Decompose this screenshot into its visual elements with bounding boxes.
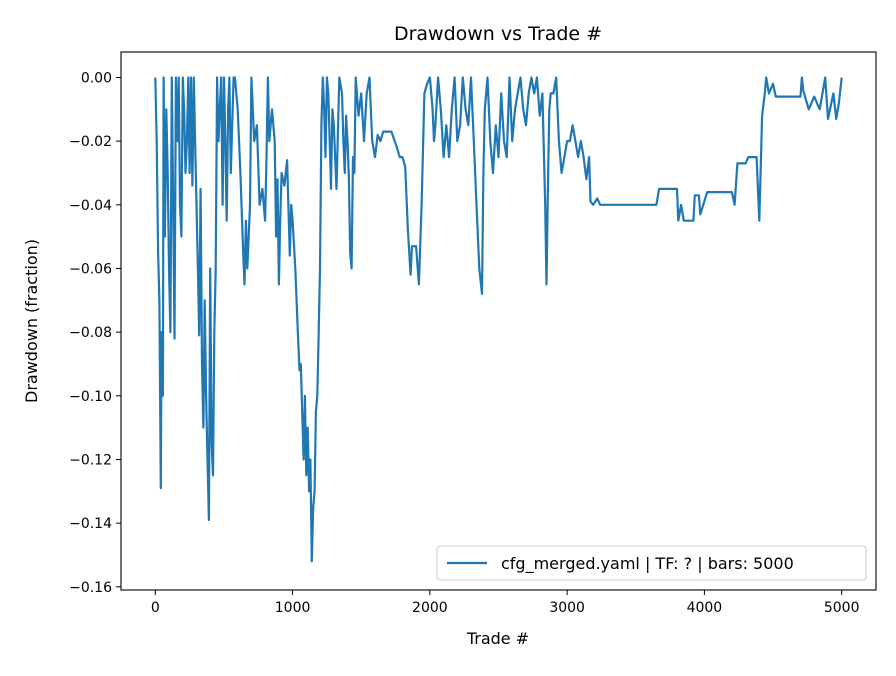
- x-tick-label: 4000: [687, 600, 723, 616]
- y-axis-label: Drawdown (fraction): [22, 239, 41, 403]
- x-axis-label: Trade #: [466, 629, 529, 648]
- y-tick-label: −0.12: [69, 452, 112, 468]
- chart-title: Drawdown vs Trade #: [394, 23, 602, 45]
- y-tick-label: −0.06: [69, 261, 112, 277]
- y-tick-label: 0.00: [81, 70, 112, 86]
- y-tick-label: −0.16: [69, 580, 112, 596]
- legend-label: cfg_merged.yaml | TF: ? | bars: 5000: [501, 554, 794, 574]
- plot-frame: [120, 51, 877, 591]
- x-axis-ticks: 0 1000 2000 3000 4000 5000: [151, 590, 860, 616]
- y-tick-label: −0.04: [69, 198, 112, 214]
- x-tick-label: 3000: [549, 600, 585, 616]
- series-line: [154, 76, 843, 563]
- x-tick-label: 5000: [824, 600, 860, 616]
- series-layer: [154, 76, 843, 563]
- y-tick-label: −0.08: [69, 325, 112, 341]
- y-tick-label: −0.02: [69, 134, 112, 150]
- legend-box: [436, 545, 867, 581]
- y-tick-label: −0.14: [69, 516, 112, 532]
- x-tick-label: 2000: [412, 600, 448, 616]
- legend: cfg_merged.yaml | TF: ? | bars: 5000: [436, 545, 867, 581]
- y-axis-ticks: 0.00 −0.02 −0.04 −0.06 −0.08 −0.10 −0.12 −0.14 −…: [69, 70, 121, 596]
- x-tick-label: 1000: [275, 600, 311, 616]
- x-tick-label: 0: [151, 600, 160, 616]
- y-tick-label: −0.10: [69, 389, 112, 405]
